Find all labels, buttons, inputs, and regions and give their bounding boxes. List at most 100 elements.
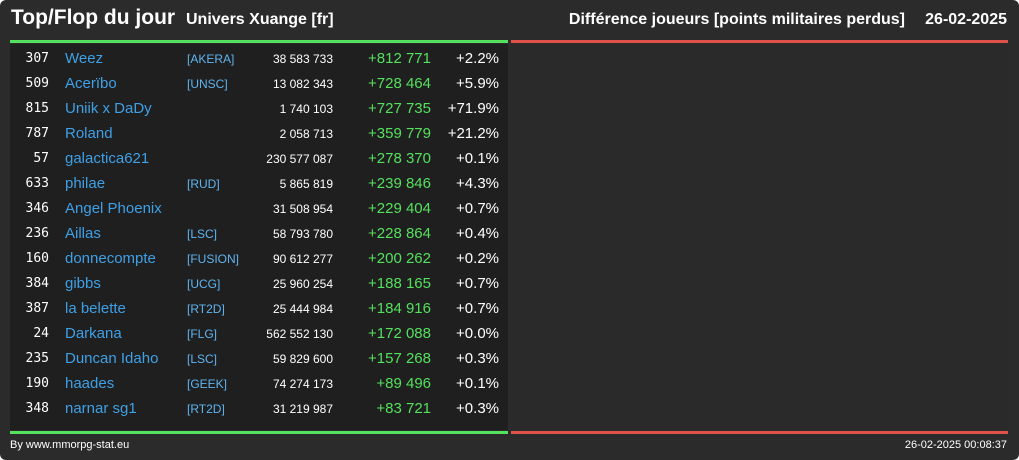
player-rank: 384 — [25, 276, 49, 291]
table-row: 509 Acerïbo [UNSC] 13 082 343 +728 464 +5.9% — [10, 72, 508, 97]
player-name-link[interactable]: Duncan Idaho — [65, 350, 159, 367]
player-rank: 633 — [25, 176, 49, 191]
table-row: 387 la belette [RT2D] 25 444 984 +184 916 +0.… — [10, 297, 508, 322]
top-gainers-panel: 307 Weez [AKERA] 38 583 733 +812 771 +2.2% 509… — [10, 44, 508, 430]
table-row: 24 Darkana [FLG] 562 552 130 +172 088 +0.0% — [10, 322, 508, 347]
player-points: 25 444 984 — [272, 302, 333, 316]
credit-link[interactable]: By www.mmorpg-stat.eu — [10, 439, 130, 451]
alliance-tag-link[interactable]: [LSC] — [187, 227, 218, 241]
player-points: 25 960 254 — [272, 277, 333, 291]
player-rank: 160 — [25, 251, 49, 266]
player-points: 31 508 954 — [272, 202, 333, 216]
points-difference: +89 496 — [376, 375, 431, 392]
player-name-link[interactable]: galactica621 — [65, 150, 150, 167]
percent-change: +0.1% — [456, 375, 499, 392]
player-rank: 509 — [25, 76, 49, 91]
percent-change: +21.2% — [447, 125, 499, 142]
player-name-link[interactable]: Aillas — [65, 225, 101, 242]
alliance-tag-link[interactable]: [LSC] — [187, 352, 218, 366]
points-difference: +172 088 — [368, 325, 431, 342]
table-row: 190 haades [GEEK] 74 274 173 +89 496 +0.1% — [10, 372, 508, 397]
top-divider-green — [10, 40, 508, 43]
player-points: 38 583 733 — [272, 52, 333, 66]
player-rank: 307 — [25, 51, 49, 66]
player-rank: 346 — [25, 201, 49, 216]
table-row: 384 gibbs [UCG] 25 960 254 +188 165 +0.7% — [10, 272, 508, 297]
player-name-link[interactable]: Uniik x DaDy — [65, 100, 152, 117]
percent-change: +0.7% — [456, 300, 499, 317]
alliance-tag-link[interactable]: [FUSION] — [187, 252, 240, 266]
points-difference: +229 404 — [368, 200, 431, 217]
alliance-tag-link[interactable]: [RUD] — [187, 177, 220, 191]
table-row: 236 Aillas [LSC] 58 793 780 +228 864 +0.4% — [10, 222, 508, 247]
player-rank: 236 — [25, 226, 49, 241]
table-row: 160 donnecompte [FUSION] 90 612 277 +200 262… — [10, 247, 508, 272]
player-name-link[interactable]: Roland — [65, 125, 113, 142]
table-row: 815 Uniik x DaDy 1 740 103 +727 735 +71.9% — [10, 97, 508, 122]
table-row: 57 galactica621 230 577 087 +278 370 +0.1% — [10, 147, 508, 172]
percent-change: +5.9% — [456, 75, 499, 92]
alliance-tag-link[interactable]: [AKERA] — [187, 52, 235, 66]
universe-label: Univers Xuange [fr] — [186, 11, 334, 28]
player-rank: 235 — [25, 351, 49, 366]
percent-change: +0.1% — [456, 150, 499, 167]
top-divider-red — [511, 40, 1008, 43]
points-difference: +728 464 — [368, 75, 431, 92]
player-name-link[interactable]: philae — [65, 175, 106, 192]
player-name-link[interactable]: narnar sg1 — [65, 400, 137, 417]
alliance-tag-link[interactable]: [RT2D] — [187, 302, 225, 316]
player-name-link[interactable]: haades — [65, 375, 115, 392]
alliance-tag-link[interactable]: [UCG] — [187, 277, 221, 291]
player-points: 31 219 987 — [272, 402, 333, 416]
points-difference: +239 846 — [368, 175, 431, 192]
percent-change: +0.2% — [456, 250, 499, 267]
percent-change: +2.2% — [456, 50, 499, 67]
table-row: 633 philae [RUD] 5 865 819 +239 846 +4.3% — [10, 172, 508, 197]
percent-change: +0.7% — [456, 275, 499, 292]
points-difference: +727 735 — [368, 100, 431, 117]
player-rank: 787 — [25, 126, 49, 141]
table-row: 346 Angel Phoenix 31 508 954 +229 404 +0.7% — [10, 197, 508, 222]
percent-change: +0.0% — [456, 325, 499, 342]
percent-change: +0.4% — [456, 225, 499, 242]
player-rank: 24 — [33, 326, 49, 341]
report-date: 26-02-2025 — [925, 11, 1007, 28]
player-name-link[interactable]: donnecompte — [65, 250, 156, 267]
player-name-link[interactable]: Acerïbo — [65, 75, 117, 92]
percent-change: +0.7% — [456, 200, 499, 217]
percent-change: +0.3% — [456, 400, 499, 417]
table-row: 235 Duncan Idaho [LSC] 59 829 600 +157 268 +0… — [10, 347, 508, 372]
alliance-tag-link[interactable]: [GEEK] — [187, 377, 228, 391]
points-difference: +812 771 — [368, 50, 431, 67]
player-rank: 57 — [33, 151, 49, 166]
player-name-link[interactable]: gibbs — [65, 275, 101, 292]
top-losers-panel — [511, 44, 1008, 430]
player-name-link[interactable]: Angel Phoenix — [65, 200, 162, 217]
points-difference: +359 779 — [368, 125, 431, 142]
alliance-tag-link[interactable]: [FLG] — [187, 327, 218, 341]
table-row: 787 Roland 2 058 713 +359 779 +21.2% — [10, 122, 508, 147]
points-difference: +188 165 — [368, 275, 431, 292]
player-name-link[interactable]: Weez — [65, 50, 104, 67]
player-rank: 815 — [25, 101, 49, 116]
alliance-tag-link[interactable]: [UNSC] — [187, 77, 228, 91]
player-rank: 348 — [25, 401, 49, 416]
table-row: 307 Weez [AKERA] 38 583 733 +812 771 +2.2% — [10, 47, 508, 72]
player-rank: 387 — [25, 301, 49, 316]
percent-change: +0.3% — [456, 350, 499, 367]
page-title: Top/Flop du jour — [11, 6, 176, 29]
points-difference: +278 370 — [368, 150, 431, 167]
generated-timestamp: 26-02-2025 00:08:37 — [904, 439, 1007, 451]
player-name-link[interactable]: Darkana — [65, 325, 122, 342]
player-name-link[interactable]: la belette — [65, 300, 126, 317]
player-points: 230 577 087 — [266, 152, 333, 166]
player-points: 74 274 173 — [272, 377, 333, 391]
percent-change: +71.9% — [447, 100, 499, 117]
percent-change: +4.3% — [456, 175, 499, 192]
points-difference: +228 864 — [368, 225, 431, 242]
points-difference: +83 721 — [376, 400, 431, 417]
alliance-tag-link[interactable]: [RT2D] — [187, 402, 225, 416]
points-difference: +157 268 — [368, 350, 431, 367]
player-points: 2 058 713 — [279, 127, 333, 141]
table-row: 348 narnar sg1 [RT2D] 31 219 987 +83 721 +0.3… — [10, 397, 508, 422]
